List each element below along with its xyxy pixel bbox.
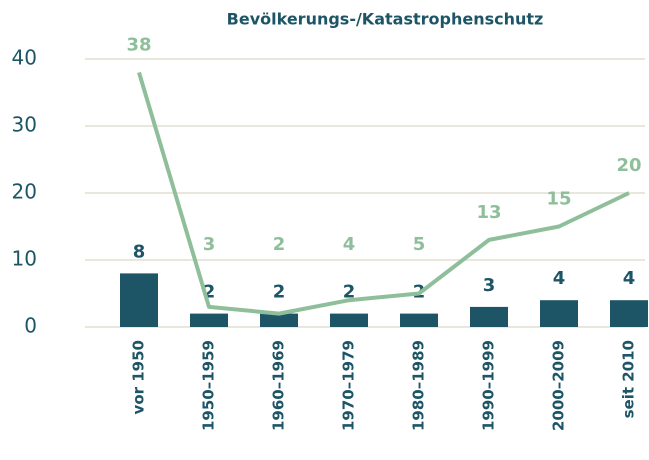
x-tick-label: 1950–1959 [200,340,218,431]
bar [400,313,438,327]
line-value-label: 4 [343,234,356,255]
y-tick-label: 20 [12,180,37,204]
bar [190,313,228,327]
bar [470,306,508,327]
x-tick-label: vor 1950 [130,340,148,414]
line-value-label: 15 [546,189,571,210]
line-value-label: 2 [273,234,286,255]
bar [330,313,368,327]
bar-value-label: 8 [133,241,146,262]
line-value-label: 3 [203,234,216,255]
x-tick-label: 2000–2009 [550,340,568,431]
line-value-label: 5 [413,234,426,255]
bar [610,300,648,327]
y-tick-label: 40 [12,46,37,70]
x-tick-label: 1970–1979 [340,340,358,431]
bar-value-label: 2 [343,282,356,303]
chart-title: Bevölkerungs-/Katastrophenschutz [227,10,544,29]
x-tick-label: 1980–1989 [410,340,428,431]
y-tick-label: 10 [12,247,37,271]
bar-value-label: 2 [273,282,286,303]
y-tick-label: 30 [12,113,37,137]
line-value-label: 13 [476,202,501,223]
y-tick-label: 0 [24,314,37,338]
x-tick-label: 1960–1969 [270,340,288,431]
bar [260,313,298,327]
bar-value-label: 4 [553,268,566,289]
bar [120,273,158,327]
line [137,71,630,316]
bar-value-label: 4 [623,268,636,289]
x-tick-label: 1990–1999 [480,340,498,431]
line-value-label: 38 [126,34,151,55]
bar [540,300,578,327]
line-value-label: 20 [616,155,641,176]
bar-value-label: 3 [483,275,496,296]
x-tick-label: seit 2010 [620,340,638,418]
